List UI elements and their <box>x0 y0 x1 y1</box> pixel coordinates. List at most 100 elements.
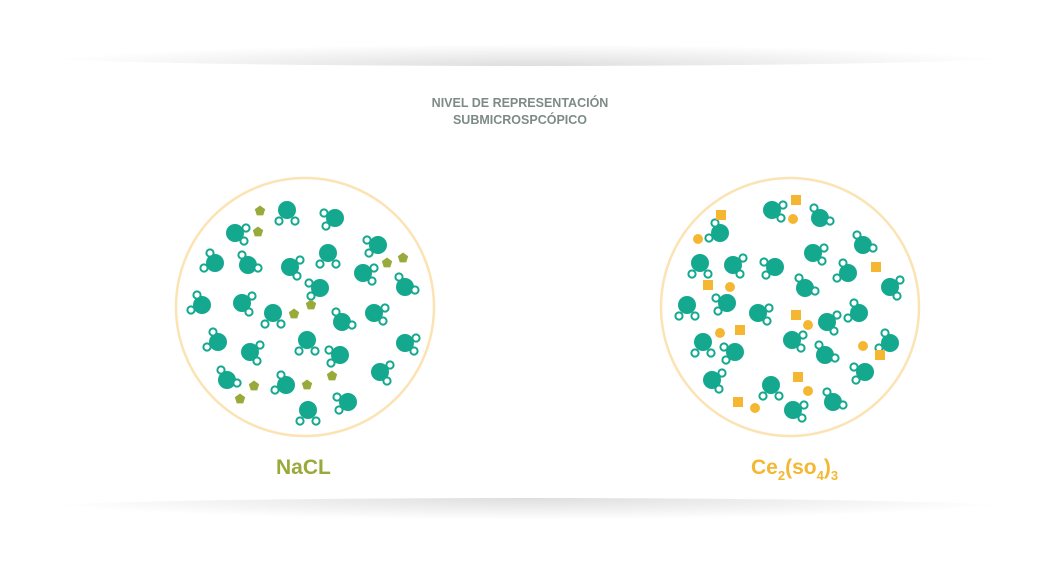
water-molecule-oxygen <box>703 371 721 389</box>
water-molecule-hydrogen <box>362 235 372 245</box>
title-line-1: NIVEL DE REPRESENTACIÓN <box>431 96 609 110</box>
water-molecule-oxygen <box>724 256 742 274</box>
water-molecule-hydrogen <box>817 256 827 266</box>
water-molecule-hydrogen <box>260 319 270 329</box>
water-molecule-oxygen <box>319 244 337 262</box>
water-molecule-hydrogen <box>810 286 820 296</box>
water-molecule-hydrogen <box>232 378 242 388</box>
water-molecule-oxygen <box>796 279 814 297</box>
water-molecule-oxygen <box>763 201 781 219</box>
water-molecule-hydrogen <box>202 342 212 352</box>
water-molecule-hydrogen <box>310 346 320 356</box>
water-molecule-oxygen <box>749 304 767 322</box>
water-molecule-hydrogen <box>843 313 853 323</box>
water-molecule-hydrogen <box>719 342 729 352</box>
diagram-title: NIVEL DE REPRESENTACIÓN SUBMICROSPCÓPICO <box>0 95 1040 129</box>
water-molecule-hydrogen <box>331 259 341 269</box>
cerium-ion <box>750 403 760 413</box>
water-molecule-hydrogen <box>332 392 342 402</box>
water-molecule-hydrogen <box>410 285 420 295</box>
water-molecule-oxygen <box>218 371 236 389</box>
water-molecule-hydrogen <box>717 368 727 378</box>
water-molecule-hydrogen <box>270 385 280 395</box>
water-molecule-hydrogen <box>247 291 257 301</box>
sulfate-ion <box>875 350 885 360</box>
water-molecule-oxygen <box>818 313 836 331</box>
water-molecule-oxygen <box>333 313 351 331</box>
sodium-chloride-ion <box>326 370 338 381</box>
water-molecule-hydrogen <box>849 298 859 308</box>
water-molecule-oxygen <box>726 343 744 361</box>
water-molecule-oxygen <box>326 209 344 227</box>
water-molecule-hydrogen <box>778 200 788 210</box>
water-molecule-hydrogen <box>237 250 247 260</box>
ce-sulfate-label: Ce2(so4)3 <box>751 456 839 483</box>
water-molecule-oxygen <box>783 331 801 349</box>
sodium-chloride-ion <box>234 393 246 404</box>
water-molecule-oxygen <box>239 256 257 274</box>
water-molecule-hydrogen <box>324 345 334 355</box>
water-molecule-hydrogen <box>239 236 249 246</box>
water-molecule-hydrogen <box>799 400 809 410</box>
water-molecule-oxygen <box>881 278 899 296</box>
water-molecule-oxygen <box>193 296 211 314</box>
water-molecule-hydrogen <box>380 303 390 313</box>
water-molecule-hydrogen <box>364 248 374 258</box>
water-molecule-hydrogen <box>838 400 848 410</box>
sulfate-ion <box>791 310 801 320</box>
water-molecule-hydrogen <box>306 291 316 301</box>
water-molecule-hydrogen <box>703 269 713 279</box>
water-molecule-oxygen <box>762 376 780 394</box>
water-molecule-hydrogen <box>687 269 697 279</box>
water-molecule-hydrogen <box>758 391 768 401</box>
water-molecule-hydrogen <box>186 305 196 315</box>
ce-sulfate-solution-circle <box>659 176 921 438</box>
water-molecule-hydrogen <box>774 391 784 401</box>
water-molecule-hydrogen <box>895 275 905 285</box>
water-molecule-hydrogen <box>244 307 254 317</box>
water-molecule-oxygen <box>691 254 709 272</box>
water-molecule-oxygen <box>881 334 899 352</box>
water-molecule-hydrogen <box>832 273 842 283</box>
water-molecule-oxygen <box>281 258 299 276</box>
water-molecule-hydrogen <box>762 316 772 326</box>
bottom-divider-shadow <box>18 498 1038 520</box>
water-molecule-hydrogen <box>852 230 862 240</box>
sulfate-ion <box>716 210 726 220</box>
cerium-ion <box>858 341 868 351</box>
water-molecule-oxygen <box>396 334 414 352</box>
water-molecule-hydrogen <box>255 340 265 350</box>
water-molecule-hydrogen <box>326 358 336 368</box>
water-molecule-hydrogen <box>776 213 786 223</box>
water-molecule-hydrogen <box>252 356 262 366</box>
nacl-solution-circle <box>174 176 436 438</box>
water-molecule-oxygen <box>711 224 729 242</box>
water-molecule-oxygen <box>311 279 329 297</box>
water-molecule-hydrogen <box>205 248 215 258</box>
water-molecule-hydrogen <box>208 327 218 337</box>
water-molecule-hydrogen <box>832 310 842 320</box>
water-molecule-hydrogen <box>710 218 720 228</box>
water-molecule-hydrogen <box>315 259 325 269</box>
water-molecule-hydrogen <box>713 306 723 316</box>
sodium-chloride-ion <box>248 380 260 391</box>
cerium-ion <box>725 282 735 292</box>
water-molecule-hydrogen <box>241 223 251 233</box>
water-molecule-hydrogen <box>868 243 878 253</box>
water-molecule-hydrogen <box>822 387 832 397</box>
water-molecule-oxygen <box>396 278 414 296</box>
water-molecule-hydrogen <box>304 278 314 288</box>
sulfate-ion <box>733 397 743 407</box>
cerium-ion <box>693 234 703 244</box>
water-molecule-hydrogen <box>830 353 840 363</box>
water-molecule-oxygen <box>365 304 383 322</box>
water-molecule-hydrogen <box>378 316 388 326</box>
water-molecule-oxygen <box>331 346 349 364</box>
water-molecule-oxygen <box>371 363 389 381</box>
water-molecule-hydrogen <box>321 221 331 231</box>
water-molecule-oxygen <box>339 393 357 411</box>
water-molecule-oxygen <box>804 244 822 262</box>
water-molecule-hydrogen <box>382 376 392 386</box>
water-molecule-hydrogen <box>276 370 286 380</box>
sodium-chloride-ion <box>288 308 300 319</box>
